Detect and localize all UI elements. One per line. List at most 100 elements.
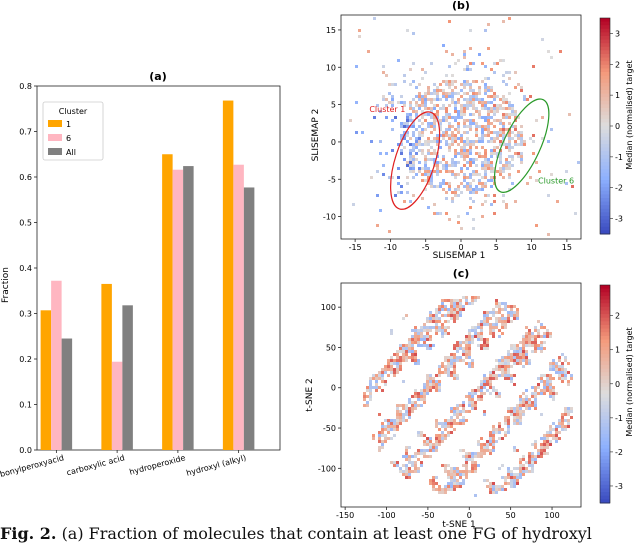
colorbar-step [600,169,610,174]
density-cell [558,368,561,371]
density-cell [490,107,493,110]
density-cell [484,125,487,128]
density-cell [424,173,427,176]
density-cell [430,107,433,110]
density-cell [567,407,570,410]
density-cell [415,143,418,146]
density-cell [417,404,420,407]
density-cell [355,131,358,134]
density-cell [421,134,424,137]
density-cell [478,125,481,128]
density-cell [448,134,451,137]
density-cell [429,389,432,392]
density-cell [510,374,513,377]
colorbar-step [600,122,610,127]
density-cell [444,299,447,302]
density-cell [459,473,462,476]
legend-swatch-1 [48,120,62,127]
density-cell [483,410,486,413]
density-cell [520,158,523,161]
density-cell [481,215,484,218]
density-cell [426,326,429,329]
density-cell [445,107,448,110]
density-cell [432,479,435,482]
density-cell [531,458,534,461]
density-cell [454,101,457,104]
density-cell [486,338,489,341]
density-cell [487,95,490,98]
bar-1-0 [40,310,52,450]
density-cell [483,446,486,449]
density-cell [454,62,457,65]
density-cell [414,341,417,344]
density-cell [460,104,463,107]
density-cell [405,449,408,452]
density-cell [396,362,399,365]
density-cell [519,395,522,398]
density-cell [561,425,564,428]
density-cell [393,353,396,356]
x-tick-label: 0 [458,243,463,252]
density-cell [442,116,445,119]
density-cell [531,350,534,353]
density-cell [502,176,505,179]
density-cell [520,134,523,137]
colorbar-step [600,306,610,311]
y-tick-label: 0.2 [19,355,32,364]
density-cell [436,155,439,158]
density-cell [433,83,436,86]
density-cell [519,410,522,413]
density-cell [555,434,558,437]
density-cell [555,425,558,428]
density-cell [466,80,469,83]
density-cell [376,224,379,227]
density-cell [543,347,546,350]
density-cell [406,116,409,119]
density-cell [570,416,573,419]
y-tick-label: 0.7 [19,128,32,137]
density-cell [483,380,486,383]
density-cell [457,161,460,164]
density-cell [456,308,459,311]
density-cell [487,110,490,113]
density-cell [516,419,519,422]
density-cell [418,125,421,128]
colorbar-step [600,136,610,141]
density-cell [484,86,487,89]
y-tick-label: 15 [326,26,336,35]
density-cell [504,479,507,482]
density-cell [444,437,447,440]
density-cell [438,440,441,443]
density-cell [451,143,454,146]
density-cell [469,119,472,122]
density-cell [409,83,412,86]
density-cell [492,308,495,311]
density-cell [496,62,499,65]
colorbar-step [600,151,610,156]
density-cell [543,392,546,395]
density-cell [448,20,451,23]
density-cell [450,425,453,428]
density-cell [363,392,366,395]
density-cell [475,125,478,128]
density-cell [435,389,438,392]
density-cell [492,371,495,374]
density-cell [453,359,456,362]
density-cell [369,398,372,401]
density-cell [457,98,460,101]
density-cell [366,386,369,389]
density-cell [564,413,567,416]
colorbar-step [600,423,610,428]
density-cell [424,98,427,101]
density-cell [445,134,448,137]
density-cell [531,332,534,335]
density-cell [432,443,435,446]
density-cell [492,311,495,314]
density-cell [501,332,504,335]
density-cell [387,365,390,368]
density-cell [438,488,441,491]
density-cell [540,347,543,350]
density-cell [390,365,393,368]
density-cell [522,473,525,476]
